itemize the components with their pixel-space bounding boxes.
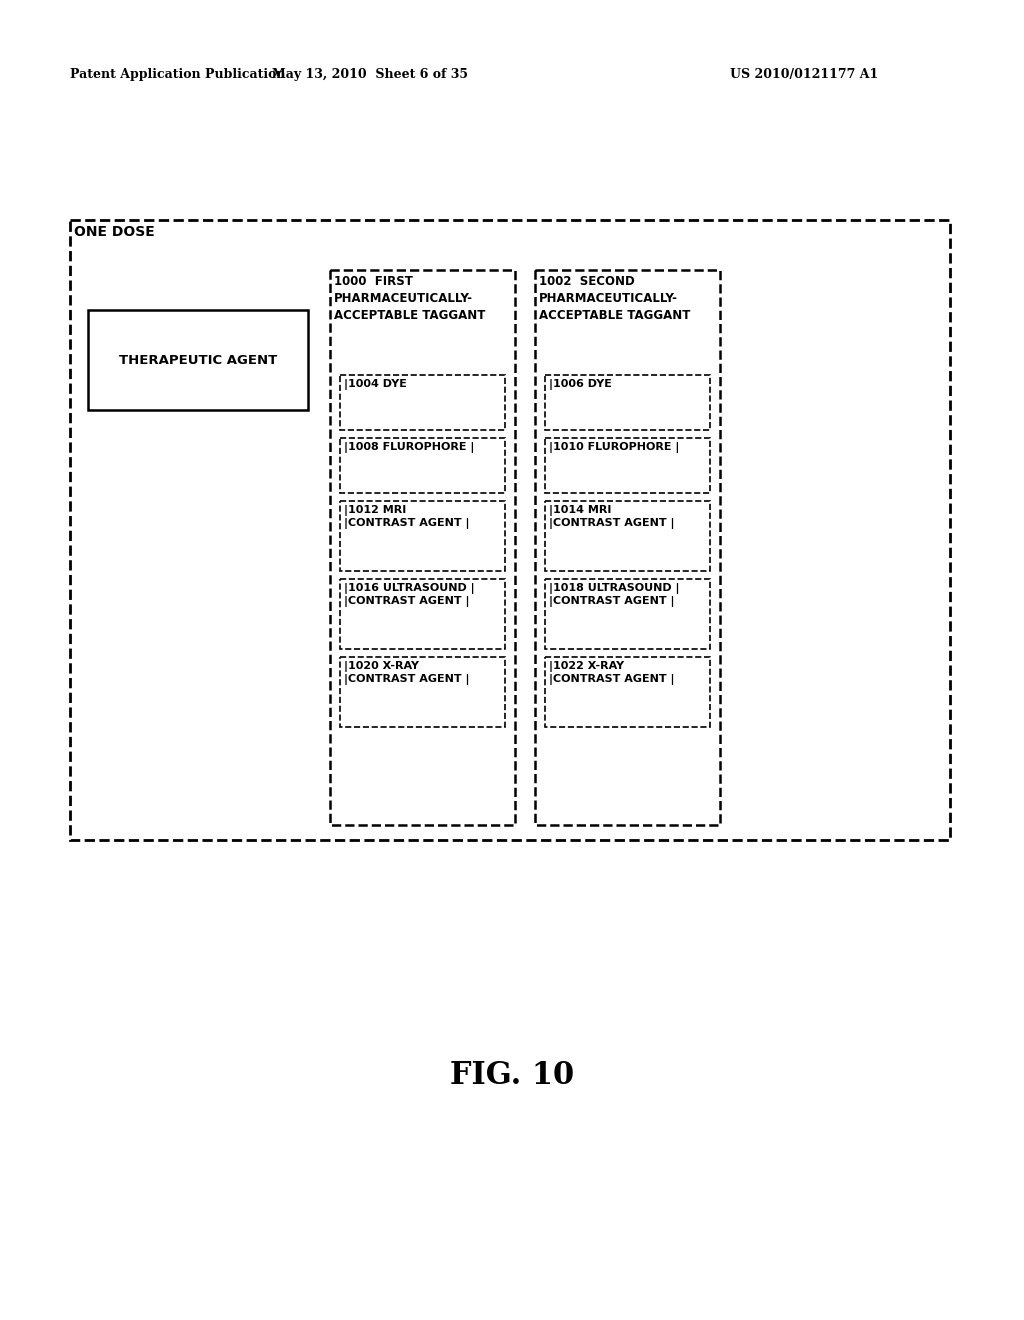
Bar xyxy=(330,271,515,825)
Bar xyxy=(545,502,710,572)
Bar xyxy=(545,375,710,430)
Text: THERAPEUTIC AGENT: THERAPEUTIC AGENT xyxy=(119,354,278,367)
Text: |1014 MRI
|CONTRAST AGENT |: |1014 MRI |CONTRAST AGENT | xyxy=(549,506,675,529)
Text: FIG. 10: FIG. 10 xyxy=(450,1060,574,1092)
Text: |1020 X-RAY
|CONTRAST AGENT |: |1020 X-RAY |CONTRAST AGENT | xyxy=(344,661,469,685)
Bar xyxy=(535,271,720,825)
Text: |1008 FLUROPHORE |: |1008 FLUROPHORE | xyxy=(344,442,474,453)
Bar xyxy=(340,579,505,649)
Bar xyxy=(340,502,505,572)
Bar xyxy=(88,310,308,411)
Text: 1000  FIRST
PHARMACEUTICALLY-
ACCEPTABLE TAGGANT: 1000 FIRST PHARMACEUTICALLY- ACCEPTABLE … xyxy=(334,275,485,322)
Bar xyxy=(70,220,950,840)
Text: |1012 MRI
|CONTRAST AGENT |: |1012 MRI |CONTRAST AGENT | xyxy=(344,506,469,529)
Bar xyxy=(340,375,505,430)
Text: |1022 X-RAY
|CONTRAST AGENT |: |1022 X-RAY |CONTRAST AGENT | xyxy=(549,661,675,685)
Text: Patent Application Publication: Patent Application Publication xyxy=(70,69,286,81)
Text: |1010 FLUROPHORE |: |1010 FLUROPHORE | xyxy=(549,442,679,453)
Text: |1004 DYE: |1004 DYE xyxy=(344,379,407,389)
Text: |1016 ULTRASOUND |
|CONTRAST AGENT |: |1016 ULTRASOUND | |CONTRAST AGENT | xyxy=(344,583,475,607)
Bar xyxy=(545,657,710,727)
Text: 1002  SECOND
PHARMACEUTICALLY-
ACCEPTABLE TAGGANT: 1002 SECOND PHARMACEUTICALLY- ACCEPTABLE… xyxy=(539,275,690,322)
Bar xyxy=(340,657,505,727)
Text: |1018 ULTRASOUND |
|CONTRAST AGENT |: |1018 ULTRASOUND | |CONTRAST AGENT | xyxy=(549,583,680,607)
Text: US 2010/0121177 A1: US 2010/0121177 A1 xyxy=(730,69,879,81)
Bar xyxy=(545,438,710,492)
Text: May 13, 2010  Sheet 6 of 35: May 13, 2010 Sheet 6 of 35 xyxy=(272,69,468,81)
Bar xyxy=(545,579,710,649)
Text: |1006 DYE: |1006 DYE xyxy=(549,379,612,389)
Text: ONE DOSE: ONE DOSE xyxy=(74,224,155,239)
Bar xyxy=(340,438,505,492)
